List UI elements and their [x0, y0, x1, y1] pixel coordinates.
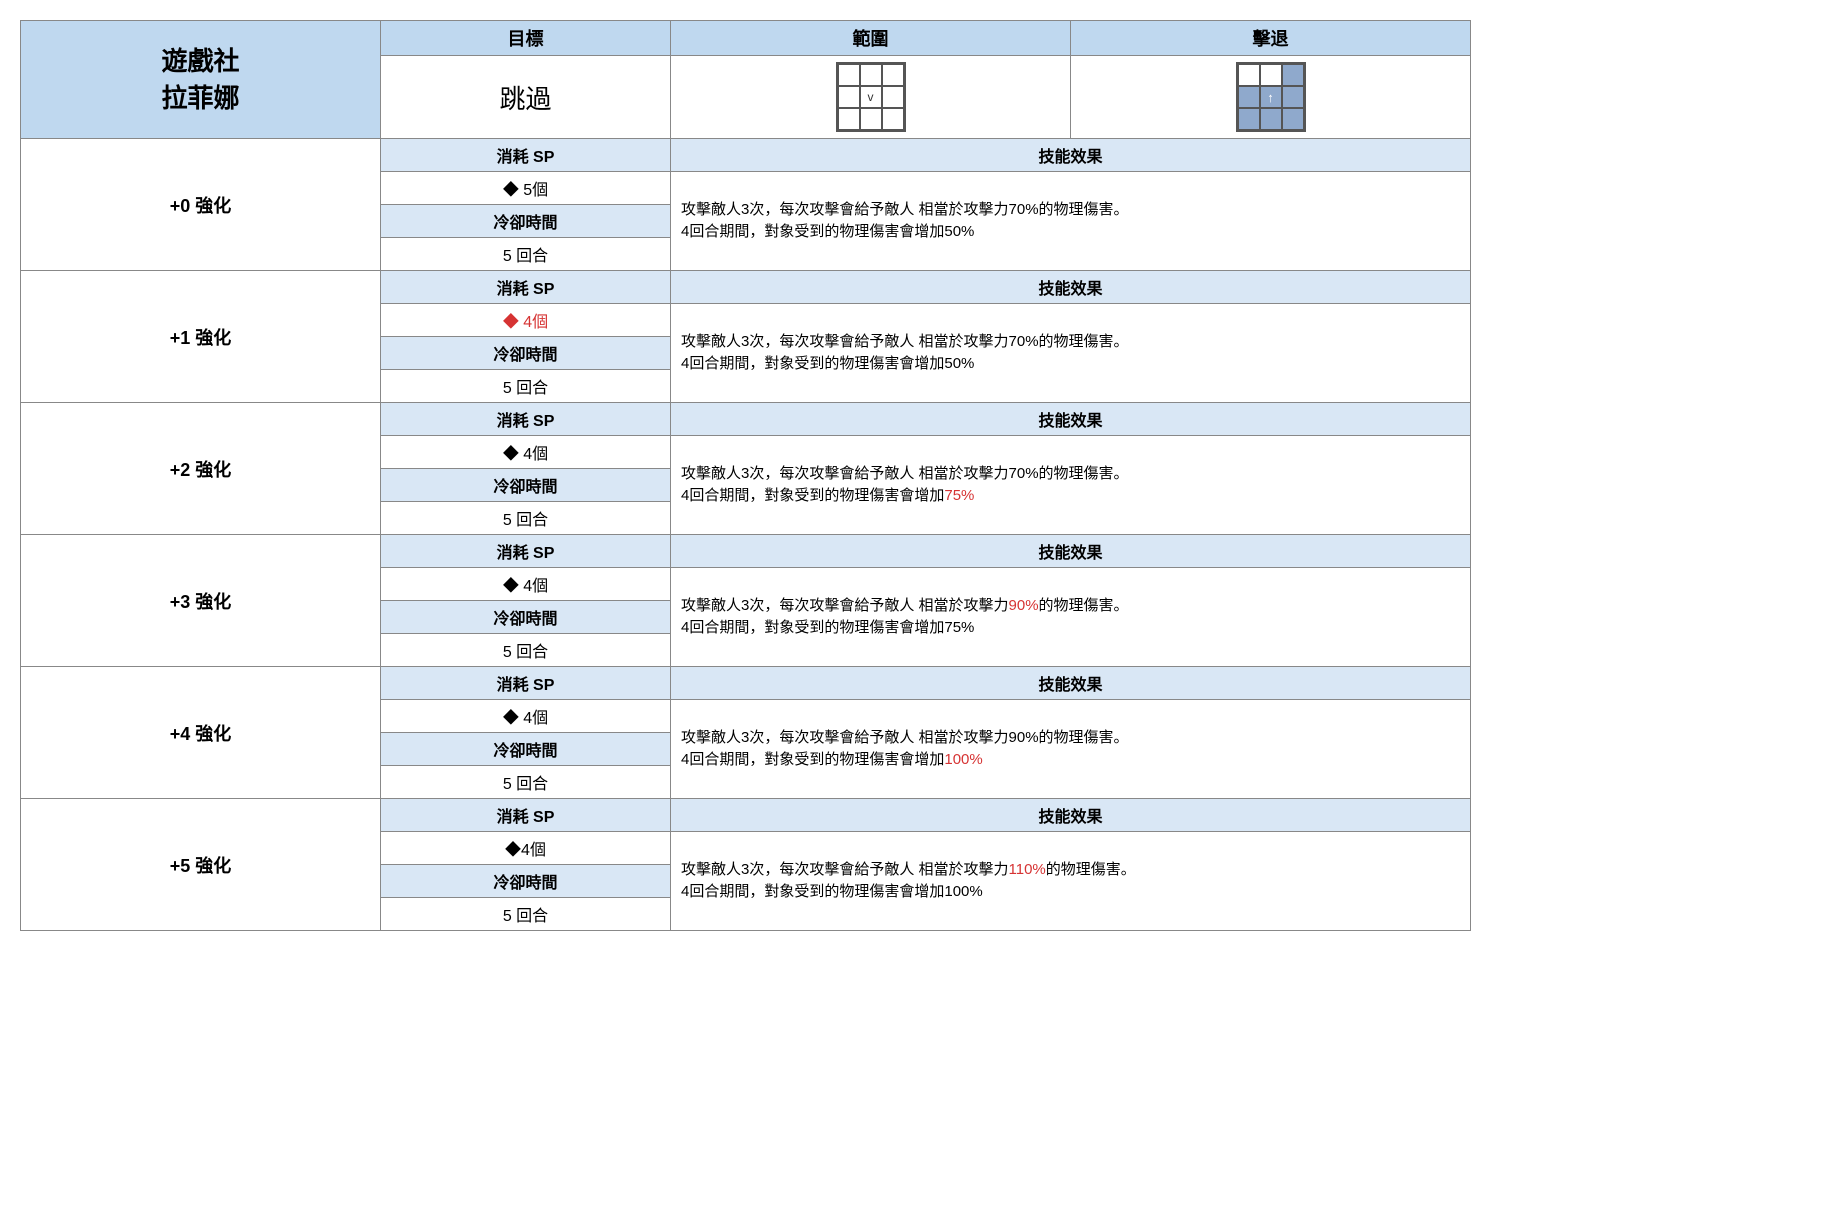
level-label: +4 強化: [21, 667, 381, 799]
sp-value: ◆ 4個: [381, 436, 671, 469]
knockback-grid-cell: ↑: [1071, 56, 1471, 139]
title-line1: 遊戲社: [161, 46, 239, 76]
grid-cell: [838, 64, 860, 86]
character-title: 遊戲社 拉菲娜: [21, 21, 381, 139]
cooldown-value: 5 回合: [381, 238, 671, 271]
skill-name: 跳過: [381, 56, 671, 139]
effect-text: 攻擊敵人3次，每次攻擊會給予敵人 相當於攻擊力70%的物理傷害。4回合期間，對象…: [671, 436, 1471, 535]
grid-cell: [1238, 86, 1260, 108]
cooldown-value: 5 回合: [381, 370, 671, 403]
effect-text: 攻擊敵人3次，每次攻擊會給予敵人 相當於攻擊力90%的物理傷害。4回合期間，對象…: [671, 700, 1471, 799]
effect-header: 技能效果: [671, 535, 1471, 568]
cooldown-value: 5 回合: [381, 634, 671, 667]
cooldown-header: 冷卻時間: [381, 865, 671, 898]
grid-cell: [1282, 86, 1304, 108]
sp-value: ◆ 4個: [381, 568, 671, 601]
grid-cell: [882, 86, 904, 108]
grid-cell: [838, 86, 860, 108]
effect-header: 技能效果: [671, 139, 1471, 172]
effect-header: 技能效果: [671, 799, 1471, 832]
grid-cell: [1238, 108, 1260, 130]
cooldown-header: 冷卻時間: [381, 469, 671, 502]
range-grid-cell: v: [671, 56, 1071, 139]
knockback-grid-icon: ↑: [1236, 62, 1306, 132]
sp-value: ◆4個: [381, 832, 671, 865]
cooldown-header: 冷卻時間: [381, 601, 671, 634]
level-label: +5 強化: [21, 799, 381, 931]
sp-header: 消耗 SP: [381, 535, 671, 568]
grid-cell: v: [860, 86, 882, 108]
grid-cell: [882, 64, 904, 86]
effect-header: 技能效果: [671, 271, 1471, 304]
effect-text: 攻擊敵人3次，每次攻擊會給予敵人 相當於攻擊力70%的物理傷害。4回合期間，對象…: [671, 304, 1471, 403]
sp-header: 消耗 SP: [381, 139, 671, 172]
sp-value: ◆ 5個: [381, 172, 671, 205]
effect-text: 攻擊敵人3次，每次攻擊會給予敵人 相當於攻擊力70%的物理傷害。4回合期間，對象…: [671, 172, 1471, 271]
sp-header: 消耗 SP: [381, 271, 671, 304]
cooldown-header: 冷卻時間: [381, 733, 671, 766]
sp-header: 消耗 SP: [381, 799, 671, 832]
grid-cell: [838, 108, 860, 130]
grid-cell: [1282, 108, 1304, 130]
cooldown-value: 5 回合: [381, 502, 671, 535]
level-label: +0 強化: [21, 139, 381, 271]
cooldown-header: 冷卻時間: [381, 337, 671, 370]
grid-cell: [882, 108, 904, 130]
cooldown-value: 5 回合: [381, 766, 671, 799]
sp-value: ◆ 4個: [381, 304, 671, 337]
grid-cell: [860, 108, 882, 130]
title-line2: 拉菲娜: [161, 83, 239, 113]
effect-header: 技能效果: [671, 403, 1471, 436]
effect-text: 攻擊敵人3次，每次攻擊會給予敵人 相當於攻擊力90%的物理傷害。4回合期間，對象…: [671, 568, 1471, 667]
grid-cell: [1282, 64, 1304, 86]
grid-cell: [860, 64, 882, 86]
sp-header: 消耗 SP: [381, 403, 671, 436]
cooldown-value: 5 回合: [381, 898, 671, 931]
grid-cell: [1238, 64, 1260, 86]
level-label: +3 強化: [21, 535, 381, 667]
skill-table: 遊戲社 拉菲娜 目標 範圍 擊退 跳過 v ↑ +0 強化消耗 SP技能效果◆ …: [20, 20, 1471, 931]
level-label: +1 強化: [21, 271, 381, 403]
effect-text: 攻擊敵人3次，每次攻擊會給予敵人 相當於攻擊力110%的物理傷害。4回合期間，對…: [671, 832, 1471, 931]
header-range: 範圍: [671, 21, 1071, 56]
sp-header: 消耗 SP: [381, 667, 671, 700]
grid-cell: ↑: [1260, 86, 1282, 108]
effect-header: 技能效果: [671, 667, 1471, 700]
sp-value: ◆ 4個: [381, 700, 671, 733]
header-target: 目標: [381, 21, 671, 56]
range-grid-icon: v: [836, 62, 906, 132]
grid-cell: [1260, 64, 1282, 86]
header-knockback: 擊退: [1071, 21, 1471, 56]
grid-cell: [1260, 108, 1282, 130]
cooldown-header: 冷卻時間: [381, 205, 671, 238]
level-label: +2 強化: [21, 403, 381, 535]
